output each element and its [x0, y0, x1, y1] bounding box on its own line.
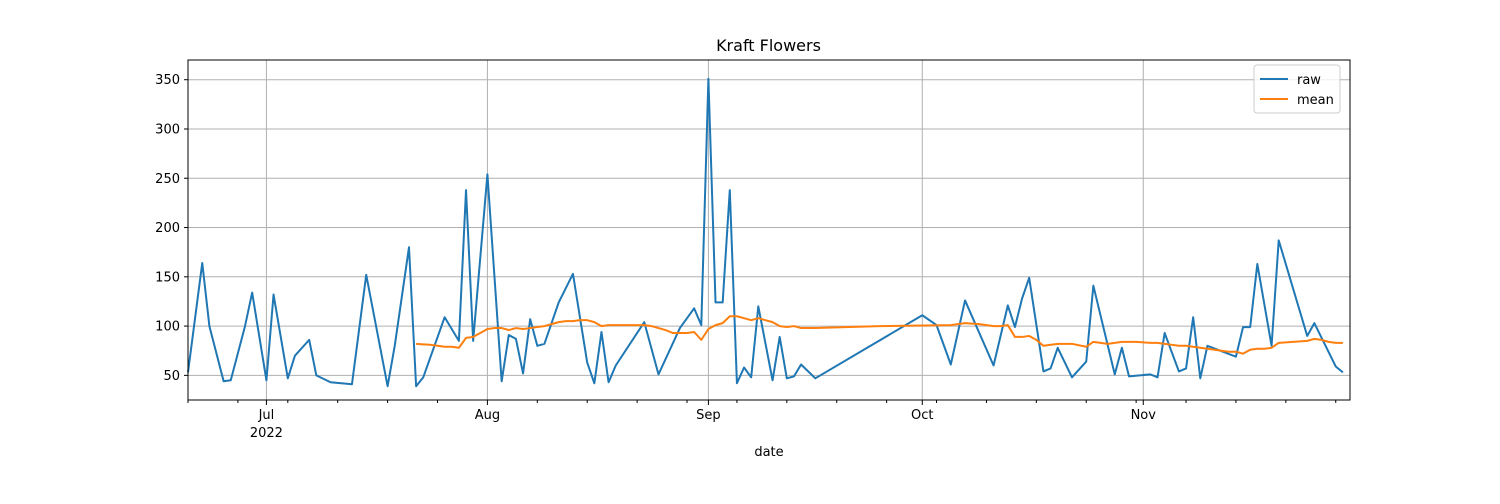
grid-lines: [188, 60, 1350, 400]
y-tick-label: 300: [155, 122, 180, 137]
y-tick-label: 200: [155, 221, 180, 236]
x-tick-label: Sep: [696, 408, 721, 423]
series-line-mean: [416, 315, 1343, 355]
y-tick-label: 150: [155, 270, 180, 285]
y-tick-label: 100: [155, 320, 180, 335]
x-axis-label: date: [754, 445, 783, 460]
plot-area-frame: [187, 59, 1351, 401]
legend-mean-label: mean: [1297, 93, 1334, 108]
series-lines: [187, 77, 1344, 388]
legend-raw-label: raw: [1297, 73, 1321, 88]
y-tick-label: 250: [155, 172, 180, 187]
x-tick-label: Jul: [258, 408, 275, 423]
x-tick-year-label: 2022: [250, 426, 283, 441]
series-line-raw: [187, 77, 1344, 388]
x-tick-label: Oct: [911, 408, 933, 423]
y-tick-label: 350: [155, 73, 180, 88]
x-tick-label: Nov: [1131, 408, 1157, 423]
y-tick-label: 50: [163, 369, 180, 384]
legend: raw mean: [1253, 64, 1341, 114]
chart-title: Kraft Flowers: [716, 36, 821, 55]
legend-box: [1253, 64, 1341, 114]
y-axis: 50 100 150 200 250 300 350: [155, 73, 188, 384]
x-tick-label: Aug: [475, 408, 500, 423]
x-axis: Jul 2022 Aug Sep Oct Nov: [187, 400, 1337, 441]
